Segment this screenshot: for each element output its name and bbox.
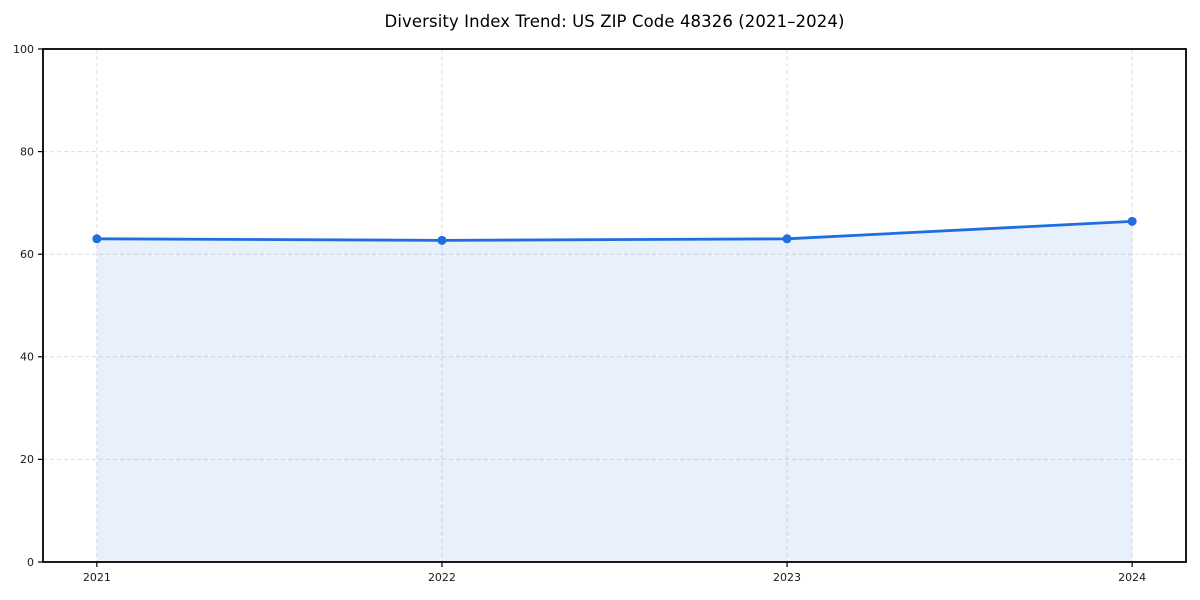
y-tick-label: 40	[20, 351, 34, 364]
plot-border	[42, 48, 1187, 563]
data-point-2021	[92, 234, 102, 244]
data-point-2022	[437, 235, 447, 245]
y-tick-label: 60	[20, 248, 34, 261]
chart-title: Diversity Index Trend: US ZIP Code 48326…	[384, 12, 845, 31]
trend-line	[95, 219, 1134, 242]
y-tick-label: 80	[20, 145, 34, 158]
data-point-2024	[1127, 216, 1137, 226]
x-tick-label: 2024	[1118, 571, 1146, 584]
x-tick-label: 2021	[83, 571, 111, 584]
x-tick-label: 2022	[428, 571, 456, 584]
x-tick-label: 2023	[773, 571, 801, 584]
area-fill	[96, 221, 1133, 563]
y-tick-label: 100	[13, 43, 34, 56]
y-tick-label: 0	[27, 556, 34, 569]
data-point-2023	[782, 234, 792, 244]
y-tick-label: 20	[20, 453, 34, 466]
